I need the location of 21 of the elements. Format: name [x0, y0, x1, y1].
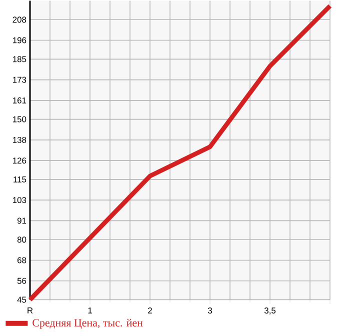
y-tick-label: 68	[18, 257, 26, 264]
x-tick-label: 3,5	[264, 308, 276, 315]
y-tick-label: 196	[12, 37, 26, 44]
y-tick-label: 126	[12, 158, 26, 164]
y-tick-label: 161	[12, 98, 26, 104]
y-tick-label: 185	[12, 56, 26, 62]
y-tick-label: 103	[12, 197, 26, 204]
y-tick-label: 45	[17, 296, 26, 303]
y-tick-label: 115	[14, 176, 26, 183]
y-tick-label: 150	[12, 116, 26, 122]
x-tick-label: 2	[148, 308, 152, 314]
y-tick-label: 138	[12, 137, 26, 144]
legend-label: Средняя Цена, тыс. йен	[32, 319, 143, 329]
y-tick-label: 91	[17, 218, 26, 224]
x-tick-label: R	[28, 308, 33, 314]
x-tick-label: 1	[88, 308, 92, 314]
y-tick-label: 80	[17, 236, 26, 243]
y-tick-label: 56	[17, 278, 26, 284]
x-tick-label: 3	[208, 308, 212, 314]
y-tick-label: 173	[12, 76, 26, 83]
y-tick-label: 208	[12, 16, 26, 23]
